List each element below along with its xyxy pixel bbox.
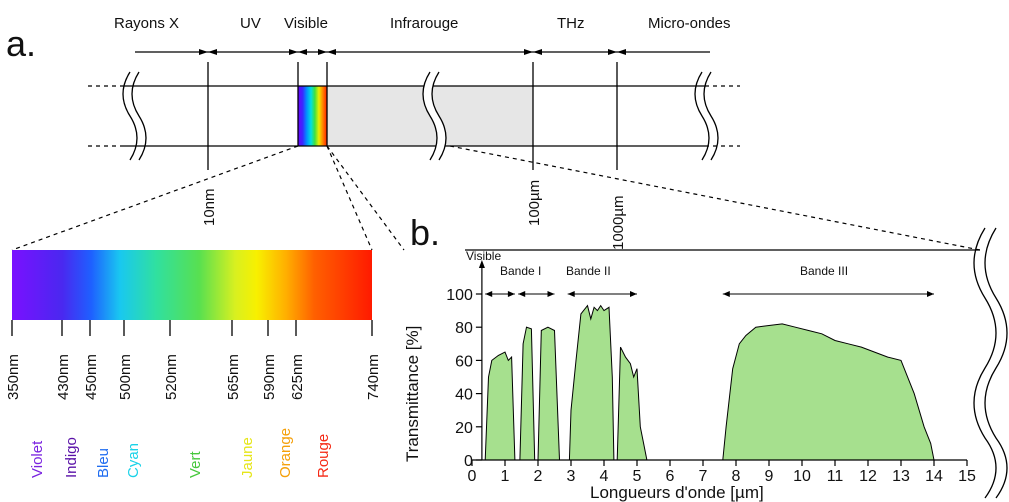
wavelength-ticks: 350nm 430nm 450nm 500nm 520nm 565nm 590nm 625nm… [5, 320, 382, 400]
x-tick-label: 11 [827, 468, 844, 485]
x-tick-label: 6 [666, 468, 675, 485]
region-label-infrared: Infrarouge [390, 15, 458, 32]
zoom-line-visible-right [326, 145, 373, 251]
wavelength-tick-label: 430nm [55, 354, 72, 400]
wavelength-tick-label: 565nm [225, 354, 242, 400]
y-axis-label: Transmittance [%] [403, 326, 422, 462]
spectrum-band [88, 62, 740, 170]
scale-mark-1000um: 1000µm [610, 195, 627, 250]
x-tick-label: 9 [765, 468, 774, 485]
transmittance-window-2 [519, 326, 536, 461]
x-axis-label: Longueurs d'onde [µm] [590, 483, 764, 502]
color-name-indigo: Indigo [63, 437, 80, 478]
wavelength-tick-label: 590nm [261, 354, 278, 400]
x-tick-label: 8 [732, 468, 741, 485]
chart-break-mark-2 [984, 227, 1008, 499]
region-label-microwave: Micro-ondes [648, 15, 731, 32]
color-name-violet: Violet [29, 440, 46, 478]
band-label-3: Bande III [800, 264, 848, 278]
transmittance-window-3 [537, 326, 561, 461]
x-tick-label: 0 [468, 468, 477, 485]
panel-a-label: a. [6, 23, 36, 64]
zoom-line-visible-left [11, 145, 299, 251]
band-label-2: Bande II [566, 264, 611, 278]
band-label-visible: Visible [466, 249, 501, 263]
region-label-visible: Visible [284, 15, 328, 32]
x-tick-label: 5 [633, 468, 642, 485]
chart-break-mark [973, 227, 997, 499]
visible-strip [298, 86, 327, 146]
band-label-1: Bande I [500, 264, 541, 278]
x-tick-label: 13 [892, 468, 910, 485]
x-tick-label: 7 [699, 468, 708, 485]
wavelength-tick-label: 625nm [289, 354, 306, 400]
scale-mark-10nm: 10nm [201, 188, 218, 226]
band-range-arrowheads [485, 291, 515, 297]
transmittance-window-5 [616, 346, 648, 461]
x-tick-label: 1 [501, 468, 510, 485]
zoom-line-ir-right [449, 145, 981, 251]
color-name-vert: Vert [187, 450, 204, 478]
region-label-uv: UV [240, 15, 261, 32]
wavelength-tick-label: 520nm [163, 354, 180, 400]
color-name-rouge: Rouge [315, 434, 332, 478]
wavelength-tick-label: 350nm [5, 354, 22, 400]
y-axis-arrow [478, 260, 485, 268]
wavelength-tick-label: 500nm [117, 354, 134, 400]
x-tick-label: 2 [534, 468, 543, 485]
x-tick-label: 12 [859, 468, 877, 485]
color-name-orange: Orange [277, 428, 294, 478]
color-name-cyan: Cyan [125, 443, 142, 478]
color-name-jaune: Jaune [239, 437, 256, 478]
transmittance-window-4 [568, 304, 615, 461]
transmittance-window-1 [484, 351, 516, 461]
transmittance-window-6 [722, 323, 935, 461]
band-range-arrowheads [567, 291, 637, 297]
x-tick-label: 4 [600, 468, 609, 485]
panel-b-label: b. [410, 212, 440, 253]
wavelength-tick-label: 450nm [83, 354, 100, 400]
scale-mark-100um: 100µm [526, 180, 543, 226]
x-tick-label: 15 [958, 468, 976, 485]
color-names: Violet Indigo Bleu Cyan Vert Jaune Orange Rouge [29, 428, 332, 478]
y-tick-label: 20 [455, 420, 473, 437]
y-tick-label: 0 [464, 453, 473, 470]
y-tick-label: 60 [455, 353, 473, 370]
region-label-thz: THz [557, 15, 585, 32]
y-tick-label: 40 [455, 387, 473, 404]
wavelength-tick-label: 740nm [365, 354, 382, 400]
region-arrows [135, 49, 710, 55]
color-name-bleu: Bleu [95, 448, 112, 478]
y-tick-label: 80 [455, 320, 473, 337]
region-label-xray: Rayons X [114, 15, 179, 32]
x-tick-label: 10 [793, 468, 811, 485]
visible-gradient-bar [12, 250, 372, 320]
x-tick-label: 14 [925, 468, 943, 485]
x-tick-label: 3 [567, 468, 576, 485]
zoom-line-ir-left [326, 145, 405, 251]
y-tick-label: 100 [446, 287, 473, 304]
